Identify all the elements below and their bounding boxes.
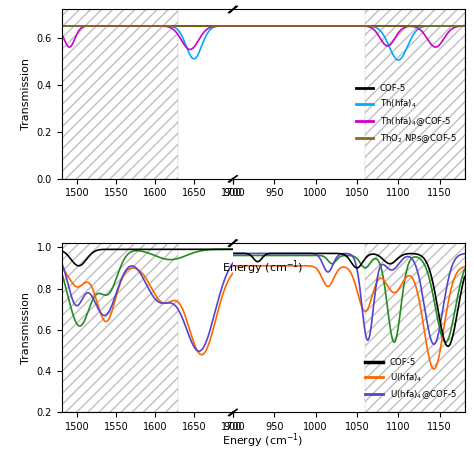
Text: Energy (cm$^{-1}$): Energy (cm$^{-1}$) [222, 431, 304, 450]
Polygon shape [365, 243, 465, 412]
Polygon shape [62, 9, 178, 179]
Legend: COF-5, U(hfa)$_4$, U(hfa)$_4$@COF-5: COF-5, U(hfa)$_4$, U(hfa)$_4$@COF-5 [362, 354, 460, 405]
Y-axis label: Transmission: Transmission [21, 292, 31, 364]
Text: Energy (cm$^{-1}$): Energy (cm$^{-1}$) [222, 258, 304, 277]
Legend: COF-5, Th(hfa)$_4$, Th(hfa)$_4$@COF-5, ThO$_2$ NPs@COF-5: COF-5, Th(hfa)$_4$, Th(hfa)$_4$@COF-5, T… [353, 81, 460, 148]
Polygon shape [62, 243, 178, 412]
Y-axis label: Transmission: Transmission [21, 58, 31, 130]
Polygon shape [365, 9, 465, 179]
